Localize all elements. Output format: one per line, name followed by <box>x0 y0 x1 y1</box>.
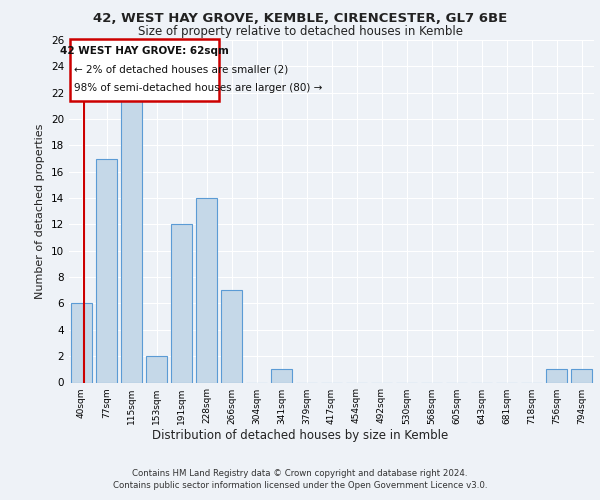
Text: Distribution of detached houses by size in Kemble: Distribution of detached houses by size … <box>152 430 448 442</box>
Bar <box>121 92 142 383</box>
Bar <box>221 290 242 382</box>
Bar <box>171 224 192 382</box>
FancyBboxPatch shape <box>70 38 219 100</box>
Text: 98% of semi-detached houses are larger (80) →: 98% of semi-detached houses are larger (… <box>74 83 323 93</box>
Text: ← 2% of detached houses are smaller (2): ← 2% of detached houses are smaller (2) <box>74 64 289 74</box>
Bar <box>71 304 92 382</box>
Bar <box>546 370 567 382</box>
Text: Contains HM Land Registry data © Crown copyright and database right 2024.: Contains HM Land Registry data © Crown c… <box>132 468 468 477</box>
Y-axis label: Number of detached properties: Number of detached properties <box>35 124 46 299</box>
Text: 42, WEST HAY GROVE, KEMBLE, CIRENCESTER, GL7 6BE: 42, WEST HAY GROVE, KEMBLE, CIRENCESTER,… <box>93 12 507 26</box>
Bar <box>146 356 167 382</box>
Bar <box>571 370 592 382</box>
Text: Contains public sector information licensed under the Open Government Licence v3: Contains public sector information licen… <box>113 481 487 490</box>
Bar <box>96 158 117 382</box>
Text: 42 WEST HAY GROVE: 62sqm: 42 WEST HAY GROVE: 62sqm <box>60 46 229 56</box>
Bar <box>271 370 292 382</box>
Text: Size of property relative to detached houses in Kemble: Size of property relative to detached ho… <box>137 25 463 38</box>
Bar <box>196 198 217 382</box>
